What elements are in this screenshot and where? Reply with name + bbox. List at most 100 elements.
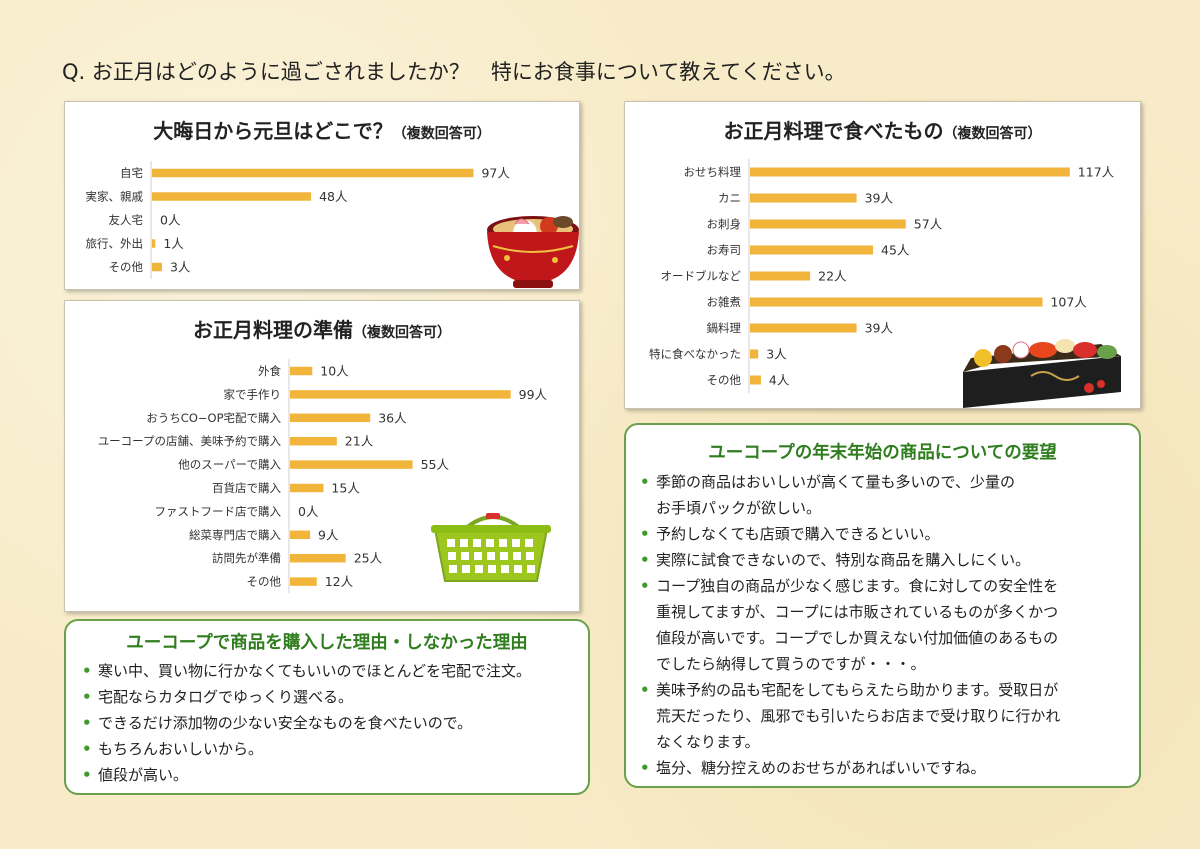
request-item: 美味予約の品も宅配をしてもらえたら助かります。受取日が荒天だったり、風邪でも引い… xyxy=(638,677,1139,755)
category-label: 家で手作り xyxy=(224,387,282,401)
bar xyxy=(290,436,337,446)
bar xyxy=(290,390,511,399)
value-label: 117人 xyxy=(1078,165,1115,180)
reason-item: もちろんおいしいから。 xyxy=(80,736,588,762)
bar xyxy=(290,366,313,376)
request-item: 実際に試食できないので、特別な商品を購入しにくい。 xyxy=(638,547,1139,573)
value-label: 9人 xyxy=(318,527,339,542)
requests-box-title: ユーコープの年末年始の商品についての要望 xyxy=(708,443,1057,463)
chart-title-text: お正月料理の準備 xyxy=(193,318,353,342)
request-item: 予約しなくても店頭で購入できるといい。 xyxy=(638,521,1139,547)
request-line: 荒天だったり、風邪でも引いたらお店まで受け取りに行かれ xyxy=(656,707,1061,725)
reasons-list: 寒い中、買い物に行かなくてもいいのでほとんどを宅配で注文。宅配ならカタログでゆっ… xyxy=(80,658,588,788)
value-label: 39人 xyxy=(865,191,894,206)
chart-title-text: お正月料理で食べたもの xyxy=(723,119,944,143)
request-line: お手頃パックが欲しい。 xyxy=(656,499,822,517)
bar xyxy=(290,460,413,469)
request-line: 実際に試食できないので、特別な商品を購入しにくい。 xyxy=(656,551,1031,569)
shopping-basket-illustration xyxy=(431,513,551,582)
category-label: 総菜専門店で購入 xyxy=(189,528,281,542)
bar xyxy=(750,349,759,359)
category-label: お刺身 xyxy=(707,217,742,231)
value-label: 39人 xyxy=(865,321,894,336)
category-label: 百貨店で購入 xyxy=(212,481,281,495)
requests-box: ユーコープの年末年始の商品についての要望 季節の商品はおいしいが高くて量も多いの… xyxy=(624,423,1141,788)
value-label: 3人 xyxy=(170,260,191,275)
value-label: 55人 xyxy=(421,457,450,472)
reason-item: できるだけ添加物の少ない安全なものを食べたいので。 xyxy=(80,710,588,736)
value-label: 99人 xyxy=(519,387,548,402)
request-line: なくなります。 xyxy=(656,733,760,751)
bar xyxy=(750,245,873,255)
request-line: 美味予約の品も宅配をしてもらえたら助かります。受取日が xyxy=(656,681,1059,699)
value-label: 36人 xyxy=(378,410,407,425)
category-label: ファストフード店で購入 xyxy=(155,504,282,518)
bar xyxy=(750,167,1070,177)
bar xyxy=(290,413,371,423)
reasons-box-title: ユーコープで商品を購入した理由・しなかった理由 xyxy=(126,633,528,653)
value-label: 45人 xyxy=(881,243,910,258)
value-label: 4人 xyxy=(769,373,790,388)
bar xyxy=(750,271,811,281)
value-label: 0人 xyxy=(298,504,319,519)
chart-title-note: （複数回答可） xyxy=(353,325,451,341)
category-label: その他 xyxy=(247,575,282,589)
chart-title: お正月料理で食べたもの（複数回答可） xyxy=(625,115,1140,144)
bar xyxy=(750,323,857,333)
category-label: 旅行、外出 xyxy=(86,237,144,251)
bar xyxy=(152,192,312,201)
request-line: でしたら納得して買うのですが・・・。 xyxy=(656,655,926,673)
chart-title-note: （複数回答可） xyxy=(392,126,491,142)
bar xyxy=(750,297,1043,307)
request-line: 季節の商品はおいしいが高くて量も多いので、少量の xyxy=(656,473,1015,491)
value-label: 1人 xyxy=(163,236,184,251)
bar xyxy=(152,168,474,178)
request-item: コープ独自の商品が少なく感じます。食に対しての安全性を重視してますが、コープには… xyxy=(638,573,1139,677)
reason-item: 寒い中、買い物に行かなくてもいいのでほとんどを宅配で注文。 xyxy=(80,658,588,684)
chart-title: 大晦日から元旦はどこで？（複数回答可） xyxy=(65,115,579,144)
chart-title-text: 大晦日から元旦はどこで？ xyxy=(153,119,393,143)
value-label: 97人 xyxy=(481,166,510,181)
value-label: 57人 xyxy=(914,217,943,232)
reason-item: 宅配ならカタログでゆっくり選べる。 xyxy=(80,684,588,710)
category-label: その他 xyxy=(109,260,144,274)
category-label: 鍋料理 xyxy=(707,321,742,335)
requests-list: 季節の商品はおいしいが高くて量も多いので、少量のお手頃パックが欲しい。予約しなく… xyxy=(638,469,1139,781)
category-label: 実家、親戚 xyxy=(86,190,144,204)
request-line: 重視してますが、コープには市販されているものが多くかつ xyxy=(656,603,1059,621)
request-line: 予約しなくても店頭で購入できるといい。 xyxy=(656,525,940,543)
reason-item: 値段が高い。 xyxy=(80,762,588,788)
category-label: 特に食べなかった xyxy=(649,347,741,361)
bar xyxy=(152,262,162,272)
value-label: 3人 xyxy=(766,347,787,362)
category-label: お寿司 xyxy=(707,243,742,257)
chart-panel-food-eaten: お正月料理で食べたもの（複数回答可） おせち料理 117人 カニ 39人 お刺身 57人お… xyxy=(624,101,1141,409)
category-label: 訪問先が準備 xyxy=(212,551,281,565)
category-label: その他 xyxy=(707,373,742,387)
request-item: 塩分、糖分控えめのおせちがあればいいですね。 xyxy=(638,755,1139,781)
request-line: 塩分、糖分控えめのおせちがあればいいですね。 xyxy=(656,759,986,777)
value-label: 107人 xyxy=(1050,295,1087,310)
chart-title: お正月料理の準備（複数回答可） xyxy=(65,314,579,343)
category-label: 他のスーパーで購入 xyxy=(178,458,281,472)
value-label: 12人 xyxy=(325,574,354,589)
request-line: コープ独自の商品が少なく感じます。食に対しての安全性を xyxy=(656,577,1059,595)
category-label: 自宅 xyxy=(120,166,143,180)
chart-panel-newyears-eve-location: 大晦日から元旦はどこで？（複数回答可） 自宅 97人実家、親戚 48人友人宅 0人旅行… xyxy=(64,101,580,290)
category-label: カニ xyxy=(718,191,741,205)
bar xyxy=(750,193,857,203)
value-label: 22人 xyxy=(818,269,847,284)
category-label: オードブルなど xyxy=(661,269,742,283)
value-label: 0人 xyxy=(160,213,181,228)
category-label: ユーコープの店舗、美味予約で購入 xyxy=(98,434,282,448)
value-label: 48人 xyxy=(319,189,348,204)
category-label: おうちCO−OP宅配で購入 xyxy=(146,411,281,425)
category-label: 友人宅 xyxy=(109,213,144,227)
bar xyxy=(290,530,311,540)
category-label: 外食 xyxy=(258,364,281,378)
osechi-box-illustration xyxy=(963,339,1121,408)
